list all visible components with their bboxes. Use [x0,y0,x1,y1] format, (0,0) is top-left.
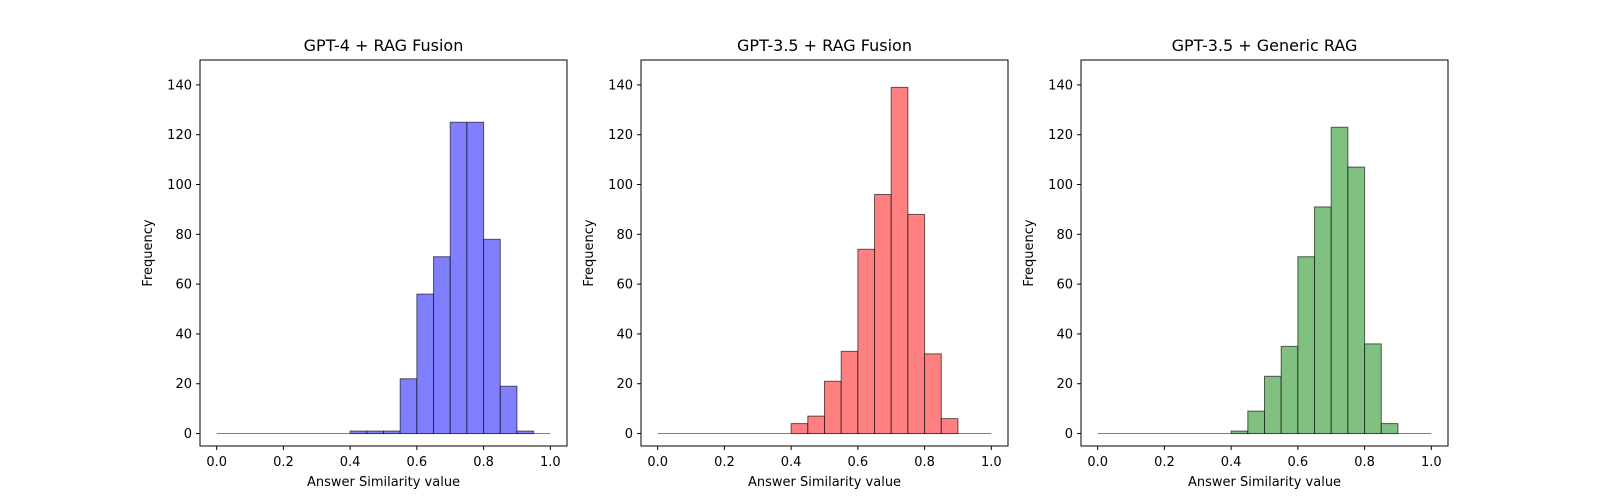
histogram-bar [416,293,435,435]
histogram-bar [366,430,384,435]
histogram-bar [1264,375,1282,435]
x-axis-label: Answer Similarity value [1188,475,1341,490]
x-tick-label: 1.0 [981,455,1002,470]
histogram-bar [807,415,825,435]
y-tick-label: 120 [167,128,192,143]
y-tick-label: 140 [608,78,633,93]
y-tick-label: 0 [184,427,192,442]
histogram-bar [349,430,368,435]
histogram-bar [483,238,501,435]
y-tick-label: 100 [1048,178,1073,193]
histogram-bar [940,418,959,435]
histogram-bar [1297,256,1316,435]
histogram-bar [824,380,842,435]
x-tick-label: 1.0 [1421,455,1442,470]
y-tick-label: 20 [616,377,633,392]
histogram-bar [1230,430,1249,435]
y-tick-label: 40 [1056,327,1073,342]
subplot-2: GPT-3.5 + RAG Fusion 0.0 0.2 0.4 0.6 0.8 1.0 0 2… [582,36,1009,490]
histogram-bar [1247,410,1266,435]
x-tick-label: 0.4 [340,455,361,470]
y-tick-label: 0 [1065,427,1073,442]
x-tick-label: 0.0 [1087,455,1108,470]
chart-title: GPT-4 + RAG Fusion [304,36,464,55]
y-tick-label: 100 [608,178,633,193]
x-tick-label: 0.2 [273,455,294,470]
histogram-bar [449,121,468,435]
subplot-3: GPT-3.5 + Generic RAG 0.0 0.2 0.4 0.6 0.8 1.0 0… [1022,36,1449,490]
y-axis-label: Frequency [141,219,156,286]
y-axis-label: Frequency [582,219,597,286]
histogram-bar [1380,423,1399,435]
histogram-bar [840,350,859,435]
axes-frame [640,59,1009,447]
y-tick-label: 120 [1048,128,1073,143]
y-tick-label: 40 [175,327,192,342]
y-tick-label: 140 [1048,78,1073,93]
y-tick-label: 60 [616,278,633,293]
histogram-bar [924,353,942,435]
x-tick-label: 1.0 [540,455,561,470]
x-tick-label: 0.6 [848,455,869,470]
y-tick-label: 60 [1056,278,1073,293]
histogram-bar [399,378,418,435]
chart-title: GPT-3.5 + Generic RAG [1172,36,1358,55]
x-tick-label: 0.0 [206,455,227,470]
histogram-bar [433,256,451,435]
y-tick-label: 0 [625,427,633,442]
histogram-bar [516,430,535,435]
x-tick-label: 0.2 [714,455,735,470]
x-tick-label: 0.2 [1154,455,1175,470]
histogram-bar [499,385,518,435]
y-tick-label: 80 [616,228,633,243]
histogram-bar [383,430,401,435]
y-tick-label: 100 [167,178,192,193]
x-tick-label: 0.8 [473,455,494,470]
y-tick-label: 20 [175,377,192,392]
y-tick-label: 20 [1056,377,1073,392]
x-tick-label: 0.6 [1288,455,1309,470]
histogram-bar [874,193,892,435]
axes-frame [1080,59,1449,447]
histogram-bar [1280,345,1299,435]
histogram-bar [1314,206,1332,435]
x-tick-label: 0.4 [1221,455,1242,470]
histogram-bar [1330,126,1349,435]
histogram-bar [907,213,926,435]
y-tick-label: 80 [1056,228,1073,243]
y-tick-label: 120 [608,128,633,143]
axes-frame [199,59,568,447]
x-axis-label: Answer Similarity value [307,475,460,490]
histogram-bar [1364,343,1382,435]
y-tick-label: 60 [175,278,192,293]
y-tick-label: 80 [175,228,192,243]
x-tick-label: 0.4 [781,455,802,470]
histogram-bar [890,86,909,435]
x-tick-label: 0.6 [407,455,428,470]
subplot-1: GPT-4 + RAG Fusion 0.0 0.2 0.4 0.6 0.8 1.0 0 20 4… [141,36,568,490]
histogram-bar [857,248,876,435]
x-tick-label: 0.8 [1354,455,1375,470]
y-tick-label: 140 [167,78,192,93]
histogram-bar [1347,166,1366,435]
y-tick-label: 40 [616,327,633,342]
x-tick-label: 0.8 [914,455,935,470]
x-tick-label: 0.0 [647,455,668,470]
y-axis-label: Frequency [1022,219,1037,286]
histogram-bar [466,121,485,435]
x-axis-label: Answer Similarity value [748,475,901,490]
histogram-bar [790,423,809,435]
chart-title: GPT-3.5 + RAG Fusion [737,36,912,55]
